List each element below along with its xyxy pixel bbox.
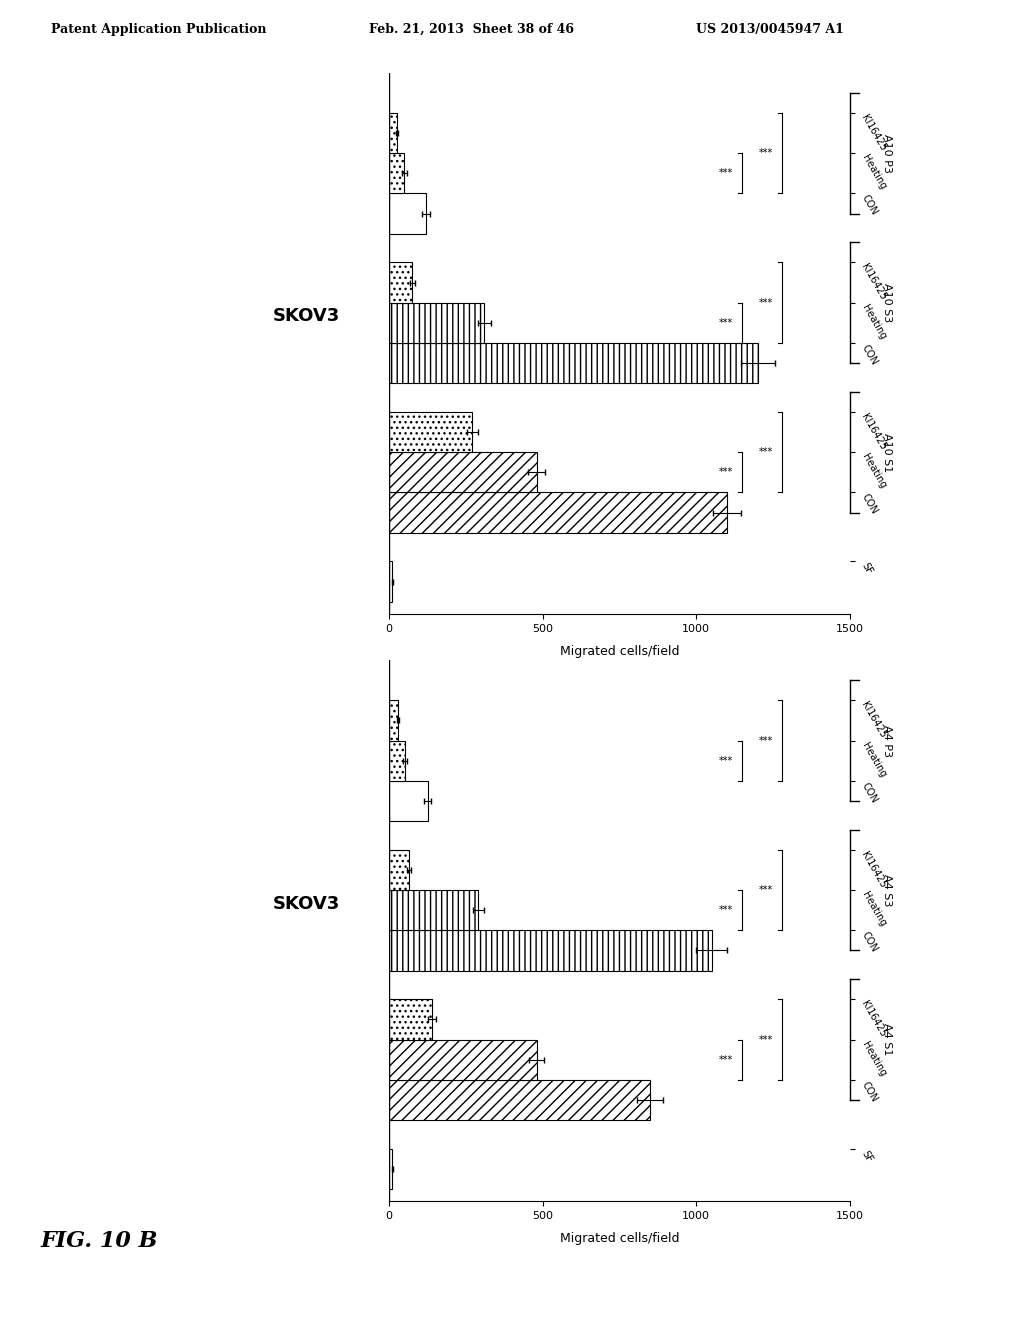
Text: ***: *** xyxy=(719,755,733,766)
Text: ***: *** xyxy=(759,148,773,158)
Text: A4 S3: A4 S3 xyxy=(882,874,892,907)
Bar xyxy=(389,1040,537,1080)
Text: A10 S1: A10 S1 xyxy=(882,433,892,471)
Text: FIG. 10 B: FIG. 10 B xyxy=(41,1230,159,1253)
Text: SKOV3: SKOV3 xyxy=(272,895,340,912)
Text: Patent Application Publication: Patent Application Publication xyxy=(51,22,266,36)
Bar xyxy=(389,931,712,970)
Bar xyxy=(389,193,426,234)
Text: ***: *** xyxy=(719,906,733,915)
Text: A4 S1: A4 S1 xyxy=(882,1023,892,1056)
Text: A10 P3: A10 P3 xyxy=(882,133,892,173)
Bar xyxy=(389,153,404,193)
Bar xyxy=(389,780,428,821)
Text: ***: *** xyxy=(719,1055,733,1065)
Bar xyxy=(389,1148,392,1189)
X-axis label: Migrated cells/field: Migrated cells/field xyxy=(560,1232,679,1245)
Bar xyxy=(389,263,412,302)
Text: A10 S3: A10 S3 xyxy=(882,282,892,322)
Bar xyxy=(389,112,397,153)
Bar xyxy=(389,412,472,453)
Text: ***: *** xyxy=(759,884,773,895)
Text: ***: *** xyxy=(719,168,733,178)
Bar xyxy=(389,492,727,533)
Text: ***: *** xyxy=(759,297,773,308)
Text: ***: *** xyxy=(759,1035,773,1044)
Bar xyxy=(389,1080,650,1121)
Bar xyxy=(389,850,410,890)
Bar xyxy=(389,561,392,602)
Bar xyxy=(389,343,758,383)
Bar xyxy=(389,890,478,931)
Text: ***: *** xyxy=(759,735,773,746)
Text: SKOV3: SKOV3 xyxy=(272,308,340,325)
Text: ***: *** xyxy=(759,447,773,457)
Text: ***: *** xyxy=(719,467,733,478)
X-axis label: Migrated cells/field: Migrated cells/field xyxy=(560,644,679,657)
Bar xyxy=(389,700,397,741)
Text: US 2013/0045947 A1: US 2013/0045947 A1 xyxy=(696,22,844,36)
Text: A4 P3: A4 P3 xyxy=(882,725,892,756)
Text: Feb. 21, 2013  Sheet 38 of 46: Feb. 21, 2013 Sheet 38 of 46 xyxy=(369,22,573,36)
Text: ***: *** xyxy=(719,318,733,327)
Bar xyxy=(389,741,406,780)
Bar xyxy=(389,302,484,343)
Bar xyxy=(389,999,432,1040)
Bar xyxy=(389,453,537,492)
